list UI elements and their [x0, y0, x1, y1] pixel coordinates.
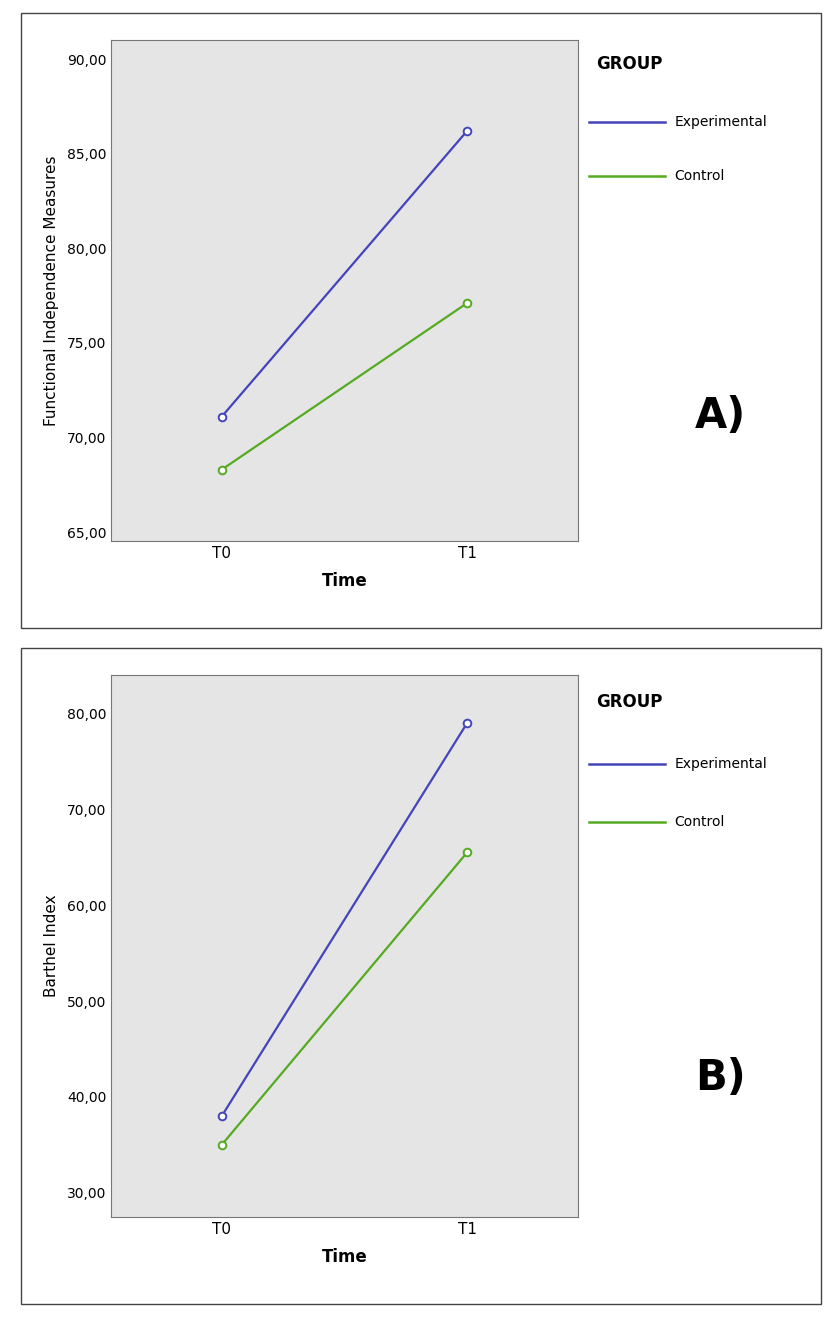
Y-axis label: Barthel Index: Barthel Index — [44, 894, 59, 997]
Text: Experimental: Experimental — [675, 757, 767, 771]
Text: Control: Control — [675, 168, 725, 183]
X-axis label: Time: Time — [322, 1247, 367, 1266]
X-axis label: Time: Time — [322, 572, 367, 591]
Text: B): B) — [695, 1058, 746, 1099]
Text: Control: Control — [675, 814, 725, 829]
Text: GROUP: GROUP — [596, 56, 662, 74]
Text: GROUP: GROUP — [596, 694, 662, 711]
Text: A): A) — [695, 396, 747, 437]
Y-axis label: Functional Independence Measures: Functional Independence Measures — [44, 155, 59, 427]
Text: Experimental: Experimental — [675, 115, 767, 128]
